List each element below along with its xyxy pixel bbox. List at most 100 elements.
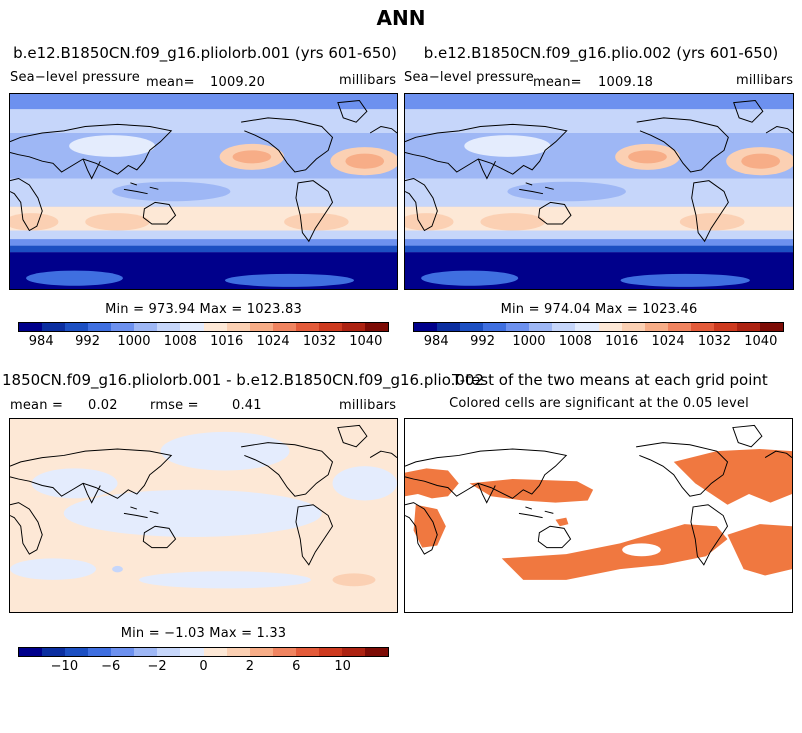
colorbar-swatch [272,323,296,331]
coast-australia [142,525,177,549]
colorbar-swatch [575,323,599,331]
panel-1-colorbar [18,322,389,332]
continents-outline [10,424,397,566]
colorbar-swatch [249,323,273,331]
colorbar-tick-label: 1016 [210,334,244,349]
panel-2-mean-label: mean= [533,75,582,90]
colorbar-swatch [364,648,388,656]
colorbar-tick-label: 1040 [744,334,778,349]
colorbar-swatch [272,648,296,656]
colorbar-swatch [19,323,43,331]
panel-3-rmse-label: rmse = [150,398,199,413]
coast-europe [369,125,397,134]
so-band-2 [405,239,793,246]
colorbar-tick-label: 6 [292,659,301,674]
panel-2-mean-value: 1009.18 [598,75,654,90]
colorbar-tick-label: −2 [147,659,167,674]
coast-eurasia [405,448,568,499]
panel-3-rmse-value: 0.41 [232,398,262,413]
neg-indian [31,468,118,499]
colorbar-swatch [341,648,365,656]
sig-s-pacific [501,524,728,580]
continents-outline [405,99,793,243]
colorbar-swatch [460,323,484,331]
panel-3-colorbar [18,647,389,657]
colorbar-swatch [529,323,553,331]
colorbar-swatch [437,323,461,331]
midlat-band-n [405,109,793,133]
coast-greenland [337,99,368,123]
s-pacific-high [679,213,745,231]
coast-india [477,158,496,180]
colorbar-swatch [88,648,112,656]
sig-n-atlantic [673,449,792,505]
colorbar-swatch [65,323,89,331]
neg-so-2 [139,571,311,589]
panel-4-map-svg [405,419,792,612]
coast-africa [405,502,438,555]
siberia-high [69,135,156,157]
colorbar-tick-label: 1032 [302,334,336,349]
atlantic-high-core [741,153,781,169]
colorbar-swatch [157,648,181,656]
coast-indonesia [518,506,554,519]
neg-n-pacific [160,431,290,471]
coast-n-america [241,117,334,173]
colorbar-tick-label: 992 [470,334,495,349]
colorbar-swatch [690,323,714,331]
panel-3-units: millibars [339,398,397,413]
midlat-band-n [10,109,397,133]
coast-india [82,158,101,180]
panel-2-variable: Sea−level pressure [404,70,534,85]
colorbar-tick-label: 984 [28,334,54,349]
colorbar-tick-label: 1024 [256,334,290,349]
coast-n-america [636,117,729,173]
arctic-band [10,94,397,110]
colorbar-tick-label: 1008 [163,334,197,349]
colorbar-swatch [318,648,342,656]
s-atlantic-high [405,213,454,231]
coast-europe [764,450,792,459]
colorbar-tick-label: 10 [334,659,351,674]
colorbar-swatch [180,323,204,331]
colorbar-swatch [713,323,737,331]
coast-s-america [295,180,334,243]
panel-4-title: T-test of the two means at each grid poi… [452,371,768,389]
colorbar-tick-label: 1032 [697,334,731,349]
coast-australia [538,201,572,225]
coast-europe [369,450,397,459]
colorbar-swatch [552,323,576,331]
panel-1-map [9,93,398,290]
colorbar-swatch [226,323,250,331]
antarctic-high-2 [225,273,354,287]
panel-3-mean-value: 0.02 [88,398,118,413]
colorbar-tick-label: 2 [245,659,255,674]
panel-2-units: millibars [736,73,794,88]
significant-cells [405,449,792,580]
colorbar-swatch [598,323,622,331]
colorbar-swatch [111,323,135,331]
colorbar-swatch [736,323,760,331]
panel-3-map-svg [10,419,397,612]
colorbar-swatch [295,323,319,331]
panel-1-minmax: Min = 973.94 Max = 1023.83 [105,302,302,317]
colorbar-tick-label: −6 [101,659,121,674]
coast-indonesia [123,506,159,519]
panel-1-variable: Sea−level pressure [10,70,140,85]
coast-eurasia [10,123,173,175]
coast-greenland [732,424,763,448]
colorbar-tick-label: 1000 [512,334,546,349]
figure-title: ANN [376,6,426,30]
colorbar-swatch [88,323,112,331]
s-indian-high [480,213,546,231]
coast-greenland [733,99,764,123]
pacific-high-core [232,150,272,164]
coast-australia [537,525,572,549]
panel-2-colorbar [413,322,784,332]
so-band-3 [10,245,397,253]
colorbar-swatch [483,323,507,331]
coast-australia [142,201,177,225]
antarctic-high-2 [620,273,750,287]
panel-3-minmax: Min = −1.03 Max = 1.33 [120,626,287,641]
coast-n-america [636,442,729,497]
